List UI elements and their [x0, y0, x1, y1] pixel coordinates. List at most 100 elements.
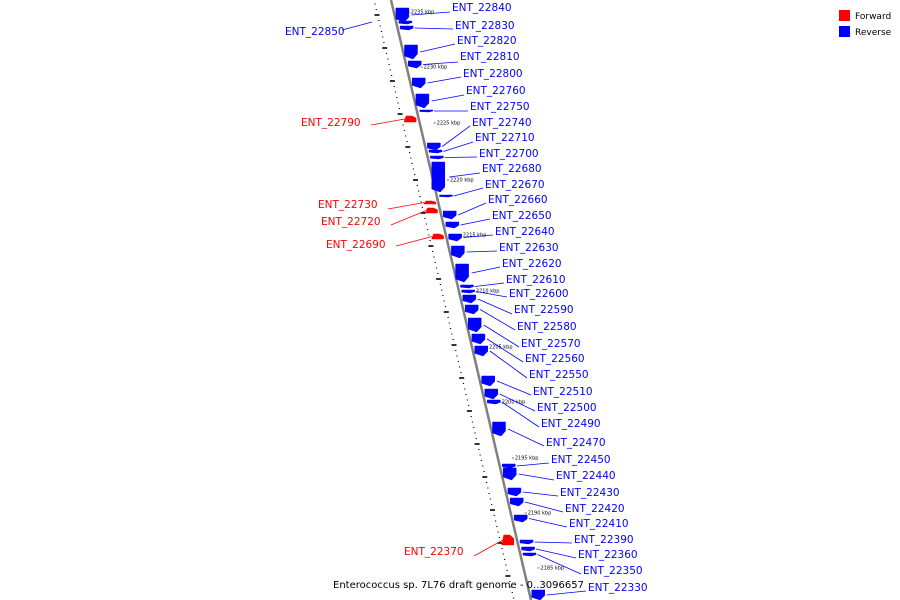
- gene-label-ent-22820[interactable]: ENT_22820: [457, 35, 517, 47]
- gene-ent-22600[interactable]: [461, 289, 475, 294]
- gene-ent-22670[interactable]: [439, 194, 453, 198]
- gene-label-ent-22640[interactable]: ENT_22640: [495, 226, 555, 238]
- gene-label-ent-22800[interactable]: ENT_22800: [463, 68, 523, 80]
- leader-line: [475, 291, 508, 298]
- gene-label-ent-22680[interactable]: ENT_22680: [482, 163, 542, 175]
- gene-ent-22360[interactable]: [521, 546, 535, 552]
- gene-label-ent-22570[interactable]: ENT_22570: [521, 338, 581, 350]
- gene-ent-22350[interactable]: [522, 552, 537, 557]
- gene-ent-22840[interactable]: [395, 7, 410, 23]
- gene-label-ent-22470[interactable]: ENT_22470: [546, 437, 606, 449]
- gene-ent-22470[interactable]: [492, 421, 506, 437]
- gene-label-ent-22410[interactable]: ENT_22410: [569, 518, 629, 530]
- gene-ent-22610[interactable]: [460, 284, 474, 289]
- gene-ent-22490[interactable]: [487, 399, 501, 405]
- gene-label-ent-22330[interactable]: ENT_22330: [588, 582, 648, 594]
- gene-ent-22630[interactable]: [451, 245, 465, 259]
- gene-ent-22330[interactable]: [531, 589, 545, 600]
- gene-ent-22570[interactable]: [467, 317, 482, 333]
- gene-label-ent-22760[interactable]: ENT_22760: [466, 85, 526, 97]
- gene-ent-22450[interactable]: [502, 463, 516, 469]
- gene-label-ent-22840[interactable]: ENT_22840: [452, 2, 512, 14]
- gene-ent-22430[interactable]: [507, 487, 522, 497]
- gene-label-ent-22420[interactable]: ENT_22420: [565, 503, 625, 515]
- gene-label-ent-22390[interactable]: ENT_22390: [574, 534, 634, 546]
- leader-line: [414, 27, 454, 30]
- gene-label-ent-22440[interactable]: ENT_22440: [556, 470, 616, 482]
- gene-label-ent-22810[interactable]: ENT_22810: [460, 51, 520, 63]
- gene-label-ent-22450[interactable]: ENT_22450: [551, 454, 611, 466]
- gene-label-ent-22610[interactable]: ENT_22610: [506, 274, 566, 286]
- gene-label-ent-22670[interactable]: ENT_22670: [485, 179, 545, 191]
- gene-label-ent-22650[interactable]: ENT_22650: [492, 210, 552, 222]
- leader-line: [528, 518, 568, 528]
- gene-ent-22420[interactable]: [509, 497, 524, 507]
- gene-ent-22680[interactable]: [431, 161, 446, 193]
- tick-label: 2185 kbp: [541, 566, 565, 572]
- gene-label-ent-22490[interactable]: ENT_22490: [541, 418, 601, 430]
- gene-ent-22510[interactable]: [481, 375, 495, 387]
- gene-ent-22440[interactable]: [502, 467, 517, 481]
- gene-ent-22690[interactable]: [431, 233, 444, 240]
- gene-ent-22390[interactable]: [519, 539, 534, 545]
- gene-ent-22660[interactable]: [442, 210, 457, 220]
- gene-ent-22800[interactable]: [411, 77, 426, 89]
- gene-label-ent-22690[interactable]: ENT_22690: [326, 239, 386, 251]
- leader-line: [420, 43, 456, 53]
- ruler-marks: [374, 3, 515, 599]
- gene-label-ent-22600[interactable]: ENT_22600: [509, 288, 569, 300]
- gene-ent-22580[interactable]: [464, 304, 479, 315]
- gene-label-ent-22790[interactable]: ENT_22790: [301, 117, 361, 129]
- gene-ent-22730[interactable]: [423, 200, 437, 205]
- leader-line: [341, 21, 373, 31]
- gene-label-ent-22660[interactable]: ENT_22660: [488, 194, 548, 206]
- gene-label-ent-22630[interactable]: ENT_22630: [499, 242, 559, 254]
- genome-caption: Enterococcus sp. 7L76 draft genome - 0..…: [333, 580, 584, 591]
- gene-ent-22810[interactable]: [407, 60, 422, 69]
- gene-ent-22500[interactable]: [484, 388, 499, 400]
- tick-label: 2230 kbp: [424, 65, 448, 71]
- gene-ent-22370[interactable]: [501, 534, 515, 546]
- gene-label-ent-22550[interactable]: ENT_22550: [529, 369, 589, 381]
- gene-label-ent-22370[interactable]: ENT_22370: [404, 546, 464, 558]
- gene-ent-22620[interactable]: [455, 263, 469, 283]
- gene-ent-22700[interactable]: [430, 155, 444, 160]
- gene-label-ent-22560[interactable]: ENT_22560: [525, 353, 585, 365]
- leader-line: [390, 210, 427, 226]
- gene-ent-22820[interactable]: [404, 44, 418, 60]
- gene-ent-22710[interactable]: [428, 149, 443, 154]
- gene-ent-22750[interactable]: [419, 109, 433, 113]
- gene-ent-22650[interactable]: [445, 221, 460, 229]
- gene-ent-22790[interactable]: [403, 115, 417, 123]
- leader-line: [516, 462, 550, 467]
- gene-ent-22410[interactable]: [513, 514, 528, 523]
- gene-label-ent-22510[interactable]: ENT_22510: [533, 386, 593, 398]
- gene-label-ent-22850[interactable]: ENT_22850: [285, 26, 345, 38]
- gene-label-ent-22430[interactable]: ENT_22430: [560, 487, 620, 499]
- gene-ent-22590[interactable]: [462, 294, 477, 304]
- gene-features: [395, 7, 545, 600]
- gene-ent-22830[interactable]: [399, 25, 414, 31]
- gene-label-ent-22830[interactable]: ENT_22830: [455, 20, 515, 32]
- gene-ent-22850[interactable]: [398, 20, 413, 25]
- gene-label-ent-22720[interactable]: ENT_22720: [321, 216, 381, 228]
- gene-label-ent-22350[interactable]: ENT_22350: [583, 565, 643, 577]
- gene-label-ent-22580[interactable]: ENT_22580: [517, 321, 577, 333]
- gene-label-ent-22620[interactable]: ENT_22620: [502, 258, 562, 270]
- gene-label-ent-22500[interactable]: ENT_22500: [537, 402, 597, 414]
- gene-label-ent-22740[interactable]: ENT_22740: [472, 117, 532, 129]
- gene-ent-22720[interactable]: [425, 207, 438, 214]
- gene-ent-22640[interactable]: [448, 233, 462, 242]
- tick-label: 2200 kbp: [502, 400, 526, 406]
- gene-label-ent-22730[interactable]: ENT_22730: [318, 199, 378, 211]
- gene-ent-22560[interactable]: [471, 333, 486, 345]
- gene-ent-22740[interactable]: [427, 142, 441, 151]
- gene-label-ent-22360[interactable]: ENT_22360: [578, 549, 638, 561]
- gene-label-ent-22590[interactable]: ENT_22590: [514, 304, 574, 316]
- gene-ent-22760[interactable]: [415, 93, 430, 109]
- gene-label-ent-22700[interactable]: ENT_22700: [479, 148, 539, 160]
- gene-label-ent-22710[interactable]: ENT_22710: [475, 132, 535, 144]
- gene-label-ent-22750[interactable]: ENT_22750: [470, 101, 530, 113]
- tick-label: 2210 kbp: [476, 289, 500, 295]
- gene-ent-22550[interactable]: [474, 345, 488, 357]
